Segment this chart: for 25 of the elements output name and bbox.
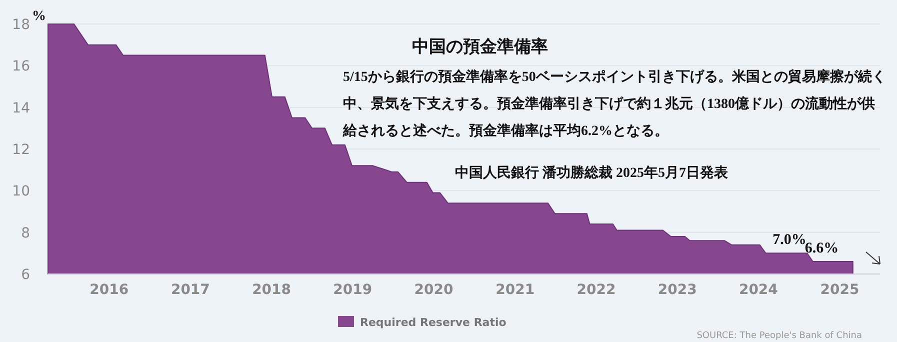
x-tick-label: 2023 <box>658 282 697 298</box>
y-axis-title: % <box>32 9 46 24</box>
x-tick-label: 2021 <box>496 282 535 298</box>
text: 5/15から銀行の預金準備率を50ベーシスポイント引き下げる。米国との貿易摩擦が続く中、景気を下支えする。預金準備率引き下げで約１兆元（1380億ドル）の流動性が供給されると述べた。預金準備率は平均6.2%となる。 <box>343 68 887 141</box>
x-tick-label: 2024 <box>738 282 778 298</box>
annotation: 6.6% <box>804 240 839 256</box>
x-tick-label: 2025 <box>820 282 860 298</box>
x-tick-label: 2019 <box>333 282 372 298</box>
annotation: 7.0% <box>772 232 806 248</box>
y-tick-label: 14 <box>12 100 30 116</box>
source-note: SOURCE: The People's Bank of China <box>696 331 862 341</box>
x-tick-label: 2018 <box>252 282 292 298</box>
x-tick-label: 2017 <box>170 282 210 298</box>
x-tick-label: 2020 <box>414 282 454 298</box>
x-tick-label: 2022 <box>576 282 616 298</box>
y-tick-label: 10 <box>12 184 30 200</box>
annotation: 中国人民銀行 潘功勝総裁 2025年5月7日発表 <box>455 165 729 181</box>
legend-label: Required Reserve Ratio <box>360 316 507 329</box>
y-tick-label: 16 <box>12 58 30 75</box>
text: 中国の預金準備率 <box>412 37 548 57</box>
y-tick-label: 18 <box>12 17 30 33</box>
y-tick-label: 8 <box>21 225 30 242</box>
y-tick-label: 6 <box>21 267 30 283</box>
y-tick-label: 12 <box>12 142 30 158</box>
x-tick-label: 2016 <box>90 282 129 298</box>
